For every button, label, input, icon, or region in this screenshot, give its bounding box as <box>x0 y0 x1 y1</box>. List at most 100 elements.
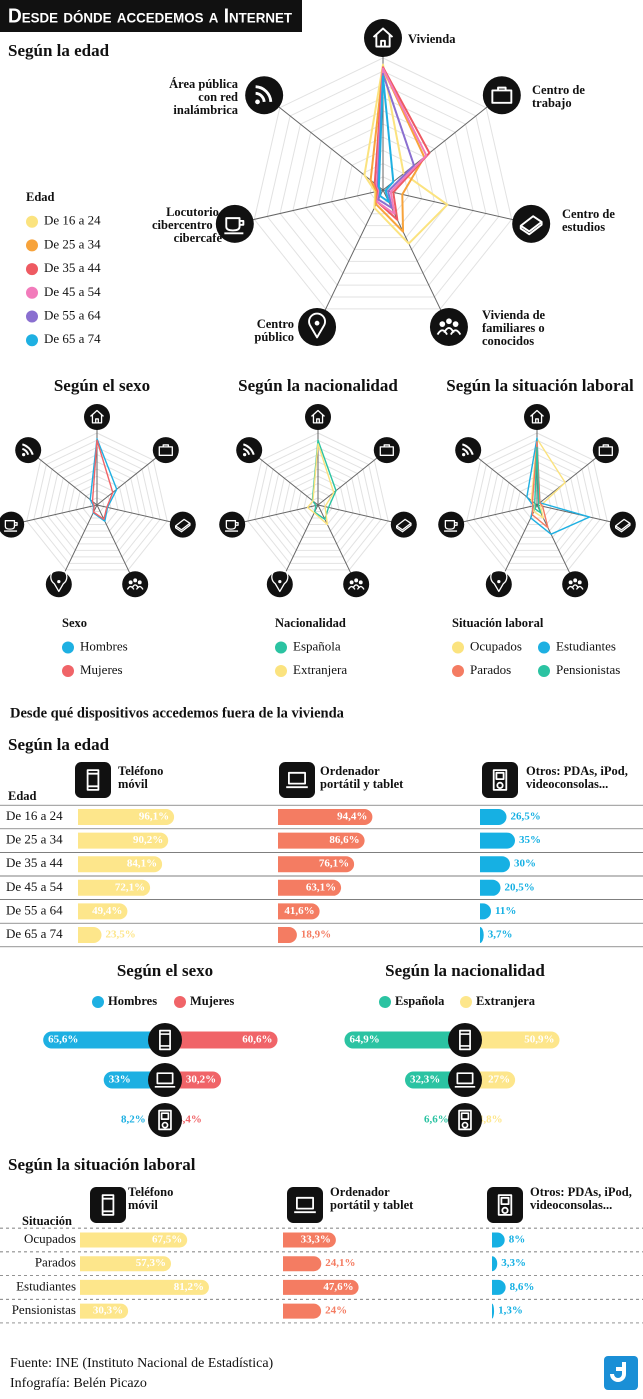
icon <box>75 762 111 798</box>
value-label: 30% <box>514 858 536 870</box>
spoke <box>11 504 98 526</box>
icon <box>305 404 331 430</box>
legend-label: De 16 a 24 <box>44 213 101 228</box>
spoke <box>58 504 98 585</box>
spoke <box>382 189 532 225</box>
legend-label: De 45 a 54 <box>44 284 101 299</box>
icon <box>343 571 370 598</box>
value-label: 4,8% <box>478 1114 503 1126</box>
bar <box>492 1279 506 1295</box>
value-label: 8,2% <box>121 1114 146 1126</box>
chart-title: Según la situación laboral <box>446 376 634 395</box>
grid-ring <box>275 461 361 545</box>
icon <box>482 762 518 798</box>
icon-glyph <box>459 1029 471 1051</box>
legend-label: Extranjera <box>293 662 347 677</box>
icon-bg <box>455 437 482 464</box>
icon-glyph <box>492 769 508 791</box>
icon <box>169 511 196 538</box>
legend-title: Sexo <box>62 616 87 630</box>
icon <box>279 762 315 798</box>
legend-label: Extranjera <box>476 994 536 1008</box>
axis-label: Centro de estudios <box>562 207 615 234</box>
grid-ring <box>508 475 566 532</box>
icon-glyph <box>159 1029 171 1051</box>
radar-line <box>89 438 118 522</box>
value-label: 20,5% <box>505 881 535 893</box>
icon-glyph <box>311 409 325 424</box>
bar <box>78 927 102 943</box>
icon-glyph <box>158 444 173 456</box>
value-label: 26,5% <box>511 811 541 823</box>
legend-swatch <box>275 641 287 654</box>
grid-ring <box>296 482 340 525</box>
spoke <box>316 189 384 328</box>
spoke <box>317 504 404 526</box>
bar <box>78 856 163 873</box>
icon-glyph <box>243 453 247 457</box>
legend-title: Nacionalidad <box>275 616 346 630</box>
logo <box>604 1356 638 1390</box>
icon-glyph <box>101 1194 115 1216</box>
value-label: 72,1% <box>115 881 145 893</box>
icon-bg <box>15 437 42 464</box>
legend-swatch <box>92 996 104 1008</box>
bar <box>492 1232 505 1248</box>
value-label: 50,9% <box>524 1034 554 1046</box>
icon <box>152 437 179 464</box>
chart-title: Según la edad <box>8 735 110 754</box>
value-label: 30,2% <box>186 1074 216 1086</box>
grid-ring <box>473 439 601 564</box>
spoke <box>451 504 538 526</box>
icon <box>90 1187 126 1223</box>
grid-ring <box>266 70 500 298</box>
bar <box>492 1256 498 1272</box>
value-label: 49,4% <box>92 905 122 917</box>
icon-glyph <box>395 518 412 533</box>
icon-glyph <box>22 453 26 457</box>
grid-ring <box>247 432 389 571</box>
icon-glyph <box>57 580 61 584</box>
axis-label: Vivienda de familiares o conocidos <box>482 308 546 348</box>
icon-glyph <box>161 1121 169 1129</box>
grid-ring <box>33 439 161 564</box>
icon <box>487 1187 523 1223</box>
spoke <box>27 449 98 506</box>
bar <box>278 856 355 873</box>
axis-label: Vivienda <box>408 32 456 46</box>
bar <box>79 1232 188 1248</box>
page-title: Desde dónde accedemos a Internet <box>8 5 292 27</box>
grid-ring <box>292 97 474 274</box>
icon <box>245 76 284 115</box>
icon-glyph <box>128 580 133 585</box>
legend-swatch <box>26 286 38 299</box>
icon-glyph <box>462 453 466 457</box>
legend-swatch <box>452 665 464 677</box>
bar <box>492 1303 495 1319</box>
legend-swatch <box>26 263 38 276</box>
icon-glyph <box>519 215 543 236</box>
value-label: 81,2% <box>174 1281 204 1293</box>
icon <box>148 1023 182 1057</box>
chart-title: Según la nacionalidad <box>238 376 398 395</box>
icon-bg <box>364 19 402 57</box>
icon-glyph <box>4 520 18 532</box>
bar <box>278 879 342 896</box>
value-label: 47,6% <box>323 1281 353 1293</box>
grid-ring <box>261 446 375 558</box>
bar <box>78 832 169 849</box>
legend-label: Mujeres <box>190 994 234 1008</box>
icon <box>298 307 337 346</box>
bar <box>480 832 515 849</box>
icon-bg <box>75 762 111 798</box>
spoke <box>234 189 384 225</box>
value-label: 18,9% <box>301 929 331 941</box>
bar <box>78 879 151 896</box>
legend-label: Parados <box>470 662 511 677</box>
icon-glyph <box>278 580 282 584</box>
column-title: Teléfono móvil <box>118 764 164 791</box>
icon <box>448 1103 482 1137</box>
legend-label: De 35 a 44 <box>44 260 101 275</box>
chart-title: Según la situación laboral <box>8 1155 196 1174</box>
